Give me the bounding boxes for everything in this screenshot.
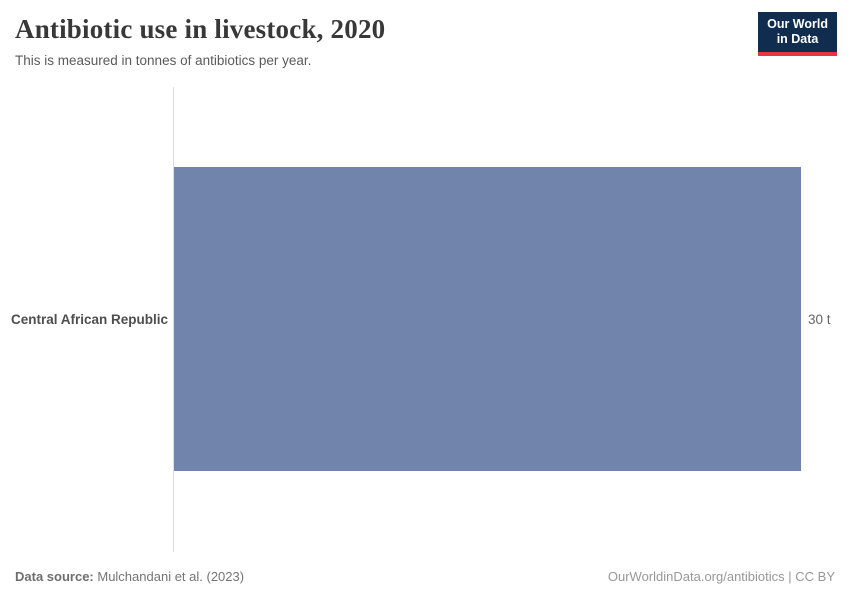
y-axis-line: [173, 87, 174, 552]
owid-logo-line1: Our World: [767, 17, 828, 31]
page-title: Antibiotic use in livestock, 2020: [15, 14, 386, 44]
page-subtitle: This is measured in tonnes of antibiotic…: [15, 53, 312, 68]
owid-logo[interactable]: Our World in Data: [758, 12, 837, 56]
license-link[interactable]: OurWorldinData.org/antibiotics | CC BY: [607, 569, 835, 584]
bar-central-african-republic[interactable]: [174, 167, 801, 471]
entity-label[interactable]: Central African Republic: [10, 312, 168, 327]
bar-value-label: 30 t: [808, 312, 831, 327]
owid-logo-line2: in Data: [776, 32, 819, 47]
data-source-note: Data source: Mulchandani et al. (2023): [15, 569, 244, 584]
data-source-label: Data source:: [15, 569, 94, 584]
data-source-value: Mulchandani et al. (2023): [93, 569, 245, 584]
